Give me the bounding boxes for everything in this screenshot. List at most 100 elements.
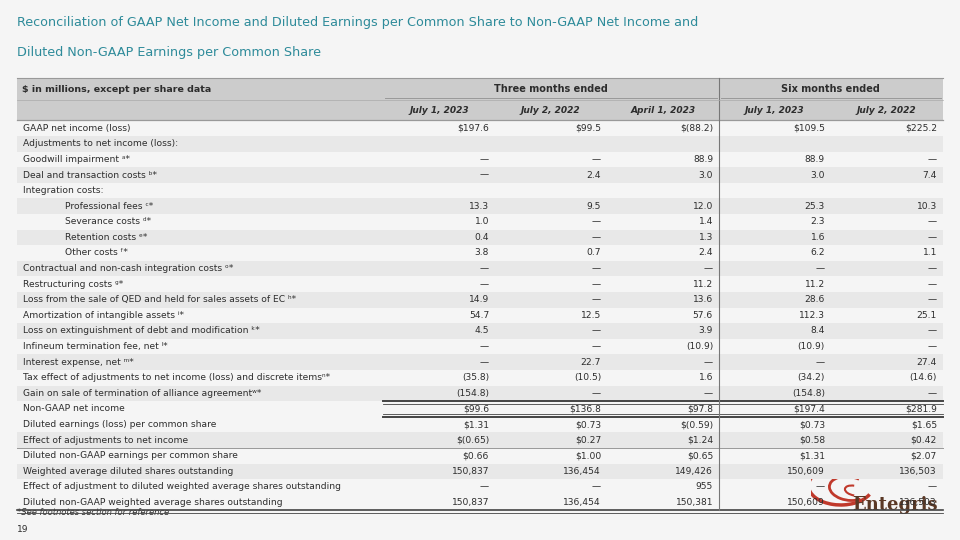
Text: 19: 19 [17,524,29,534]
Text: Loss on extinguishment of debt and modification ᵏ*: Loss on extinguishment of debt and modif… [23,327,260,335]
Text: Weighted average diluted shares outstanding: Weighted average diluted shares outstand… [23,467,233,476]
Text: $99.5: $99.5 [575,124,601,133]
Text: —: — [816,482,825,491]
Text: Retention costs ᵉ*: Retention costs ᵉ* [65,233,148,242]
Text: $1.31: $1.31 [463,420,489,429]
Text: 150,837: 150,837 [451,467,489,476]
Text: —: — [927,233,937,242]
Text: Goodwill impairment ᵃ*: Goodwill impairment ᵃ* [23,155,130,164]
Text: Non-GAAP net income: Non-GAAP net income [23,404,125,414]
Text: Interest expense, net ᵐ*: Interest expense, net ᵐ* [23,357,133,367]
Text: —: — [592,389,601,398]
Text: July 1, 2023: July 1, 2023 [745,106,804,114]
Text: —: — [592,217,601,226]
Text: Infineum termination fee, net ˡ*: Infineum termination fee, net ˡ* [23,342,168,351]
Text: 54.7: 54.7 [468,311,489,320]
Text: —: — [592,155,601,164]
Text: 88.9: 88.9 [804,155,825,164]
Text: 57.6: 57.6 [693,311,713,320]
Text: —: — [927,482,937,491]
Text: 1.4: 1.4 [699,217,713,226]
Text: 150,837: 150,837 [451,498,489,507]
Text: (154.8): (154.8) [792,389,825,398]
Text: $2.07: $2.07 [911,451,937,460]
Text: $0.58: $0.58 [799,436,825,444]
Text: 12.5: 12.5 [581,311,601,320]
Text: —: — [816,264,825,273]
Text: —: — [592,482,601,491]
Text: 0.7: 0.7 [587,248,601,258]
Text: —: — [927,295,937,304]
Text: —: — [480,280,489,289]
Text: —: — [927,217,937,226]
Text: 28.6: 28.6 [804,295,825,304]
Text: 27.4: 27.4 [917,357,937,367]
Text: —: — [480,357,489,367]
Text: 1.1: 1.1 [923,248,937,258]
Text: Integration costs:: Integration costs: [23,186,104,195]
Text: 3.9: 3.9 [699,327,713,335]
Text: —: — [592,342,601,351]
Text: —: — [592,280,601,289]
Text: 955: 955 [696,482,713,491]
Text: (10.5): (10.5) [574,373,601,382]
Text: $281.9: $281.9 [905,404,937,414]
Text: Gain on sale of termination of alliance agreementʷ*: Gain on sale of termination of alliance … [23,389,261,398]
Text: July 2, 2022: July 2, 2022 [857,106,917,114]
Text: 3.8: 3.8 [474,248,489,258]
Text: Effect of adjustments to net income: Effect of adjustments to net income [23,436,188,444]
Text: 4.5: 4.5 [474,327,489,335]
Text: Three months ended: Three months ended [493,84,608,94]
Text: 7.4: 7.4 [923,171,937,179]
Text: 1.6: 1.6 [699,373,713,382]
Text: —: — [480,155,489,164]
Text: —: — [927,389,937,398]
Text: $0.66: $0.66 [463,451,489,460]
Text: 13.6: 13.6 [693,295,713,304]
Text: Effect of adjustment to diluted weighted average shares outstanding: Effect of adjustment to diluted weighted… [23,482,341,491]
Text: Loss from the sale of QED and held for sales assets of EC ʰ*: Loss from the sale of QED and held for s… [23,295,297,304]
Text: Restructuring costs ᵍ*: Restructuring costs ᵍ* [23,280,123,289]
Text: 150,609: 150,609 [787,467,825,476]
Text: —: — [927,327,937,335]
Text: 25.3: 25.3 [804,202,825,211]
Text: (154.8): (154.8) [456,389,489,398]
Text: —: — [480,482,489,491]
Text: 25.1: 25.1 [917,311,937,320]
Text: 11.2: 11.2 [804,280,825,289]
Text: 112.3: 112.3 [799,311,825,320]
Text: 9.5: 9.5 [587,202,601,211]
Text: —: — [480,171,489,179]
Text: $(0.59): $(0.59) [680,420,713,429]
Text: 1.0: 1.0 [474,217,489,226]
Text: Amortization of intangible assets ⁱ*: Amortization of intangible assets ⁱ* [23,311,184,320]
Text: Severance costs ᵈ*: Severance costs ᵈ* [65,217,152,226]
Text: $197.6: $197.6 [457,124,489,133]
Text: $97.8: $97.8 [687,404,713,414]
Text: $0.73: $0.73 [575,420,601,429]
Text: $99.6: $99.6 [463,404,489,414]
Text: $136.8: $136.8 [569,404,601,414]
Text: July 1, 2023: July 1, 2023 [409,106,468,114]
Text: 2.4: 2.4 [698,248,713,258]
Text: 1.3: 1.3 [699,233,713,242]
Text: (14.6): (14.6) [909,373,937,382]
Text: *See footnotes section for reference: *See footnotes section for reference [17,508,169,517]
Text: —: — [927,264,937,273]
Text: 136,503: 136,503 [900,498,937,507]
Text: 2.4: 2.4 [587,171,601,179]
Text: 136,503: 136,503 [900,467,937,476]
Text: Reconciliation of GAAP Net Income and Diluted Earnings per Common Share to Non-G: Reconciliation of GAAP Net Income and Di… [17,16,699,29]
Text: Professional fees ᶜ*: Professional fees ᶜ* [65,202,154,211]
Text: —: — [592,233,601,242]
Text: 12.0: 12.0 [692,202,713,211]
Text: —: — [704,357,713,367]
Text: —: — [816,357,825,367]
Text: Other costs ᶠ*: Other costs ᶠ* [65,248,128,258]
Text: Diluted non-GAAP weighted average shares outstanding: Diluted non-GAAP weighted average shares… [23,498,282,507]
Text: —: — [592,327,601,335]
Text: 136,454: 136,454 [564,498,601,507]
Text: 3.0: 3.0 [810,171,825,179]
Text: Tax effect of adjustments to net income (loss) and discrete itemsⁿ*: Tax effect of adjustments to net income … [23,373,330,382]
Text: $(88.2): $(88.2) [680,124,713,133]
